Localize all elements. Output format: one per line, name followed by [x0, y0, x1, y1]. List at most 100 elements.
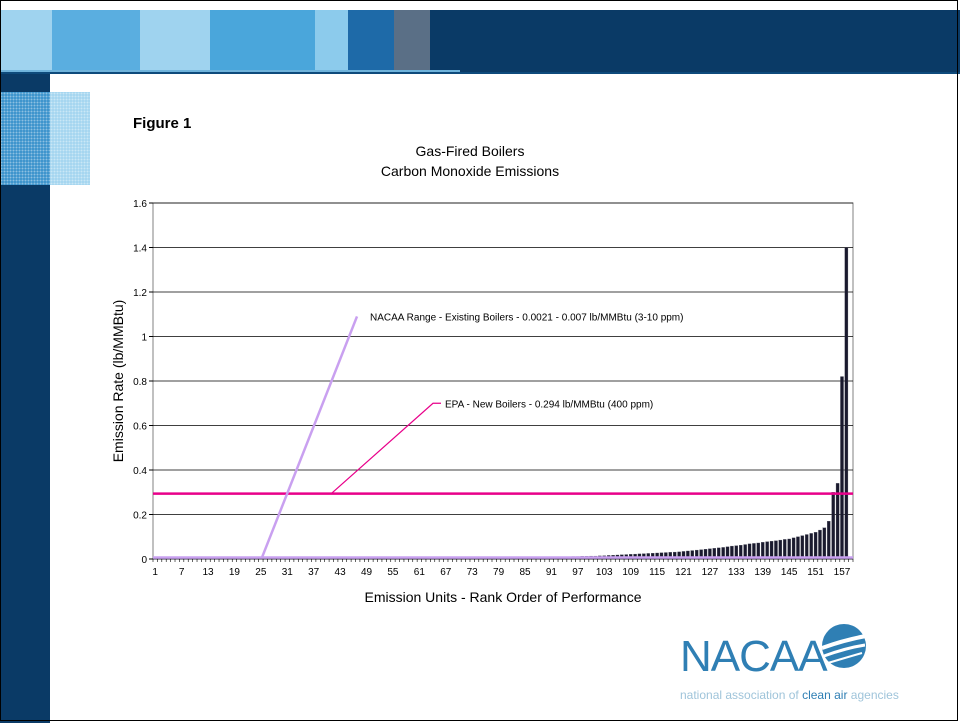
- x-tick-label: 79: [493, 567, 505, 578]
- bar: [272, 558, 276, 560]
- bar: [219, 558, 223, 560]
- bar: [695, 549, 699, 560]
- bar: [717, 547, 721, 560]
- bar: [673, 551, 677, 560]
- bar: [743, 544, 747, 560]
- banner-block: [315, 10, 348, 72]
- bar: [778, 539, 783, 560]
- y-axis-label: Emission Rate (lb/MMBtu): [110, 300, 126, 463]
- x-tick-label: 1: [152, 567, 158, 578]
- x-tick-label: 151: [807, 567, 824, 578]
- x-tick-label: 115: [649, 567, 665, 578]
- y-tick-label: 0.6: [133, 422, 147, 433]
- bar: [245, 558, 250, 560]
- banner-block: [210, 10, 315, 72]
- x-tick-label: 145: [781, 567, 798, 578]
- bar: [752, 543, 756, 560]
- y-tick-label: 1.6: [133, 199, 147, 210]
- banner-block: [394, 10, 430, 72]
- x-tick-label: 67: [440, 567, 452, 578]
- bar: [228, 558, 232, 560]
- banner-block: [348, 10, 394, 72]
- bar: [712, 548, 717, 560]
- epa-leader-line: [330, 402, 441, 495]
- bar: [276, 558, 281, 560]
- bar: [840, 376, 844, 560]
- x-tick-label: 157: [834, 567, 851, 578]
- bar: [254, 558, 259, 560]
- logo-globe-icon: [821, 624, 867, 668]
- bar: [241, 558, 245, 560]
- bar: [659, 552, 664, 560]
- bar: [787, 538, 791, 560]
- bar: [827, 521, 831, 560]
- banner-block: [52, 10, 140, 72]
- bar: [668, 552, 672, 560]
- bar: [708, 548, 712, 560]
- bar: [730, 545, 734, 560]
- bar: [800, 535, 805, 560]
- nacaa-annotation: NACAA Range - Existing Boilers - 0.0021 …: [370, 312, 683, 323]
- logo-tagline: national association of clean air agenci…: [680, 688, 899, 702]
- bar: [747, 543, 752, 560]
- nacaa-leader-line: [260, 316, 359, 558]
- bar: [171, 558, 175, 560]
- x-tick-label: 7: [179, 567, 185, 578]
- logo-tagline-post: agencies: [850, 688, 899, 702]
- bar: [206, 558, 210, 560]
- bar: [215, 558, 219, 560]
- bar: [281, 558, 285, 560]
- bar: [734, 545, 739, 560]
- bar: [721, 547, 725, 560]
- bar: [791, 537, 796, 560]
- x-tick-label: 55: [387, 567, 399, 578]
- bar: [263, 558, 267, 560]
- bar: [725, 546, 730, 560]
- bar: [774, 540, 778, 560]
- x-axis-label: Emission Units - Rank Order of Performan…: [365, 589, 642, 605]
- banner-accent-line: [0, 70, 460, 72]
- bar: [796, 536, 800, 560]
- bar: [655, 552, 659, 560]
- bar: [166, 558, 171, 560]
- bar: [197, 558, 201, 560]
- bar: [769, 541, 774, 560]
- bar: [250, 558, 254, 560]
- bar: [179, 558, 184, 560]
- x-tick-label: 73: [467, 567, 479, 578]
- bar: [756, 542, 761, 560]
- bar: [267, 558, 272, 560]
- bar: [237, 558, 241, 560]
- bar: [681, 551, 686, 560]
- banner-rule: [0, 72, 960, 74]
- bar: [739, 545, 743, 560]
- x-tick-label: 37: [308, 567, 320, 578]
- x-tick-label: 19: [229, 567, 241, 578]
- banner-block: [430, 10, 960, 72]
- bar: [677, 551, 681, 560]
- x-tick-label: 25: [255, 567, 267, 578]
- epa-annotation: EPA - New Boilers - 0.294 lb/MMBtu (400 …: [445, 399, 653, 410]
- bar: [809, 533, 813, 560]
- logo-tagline-emph: clean air: [802, 688, 848, 702]
- nacaa-logo: NACAA national association of clean air …: [676, 614, 946, 714]
- bar: [188, 558, 193, 560]
- bar: [193, 558, 197, 560]
- y-tick-label: 1.4: [133, 244, 147, 255]
- bar: [783, 539, 787, 560]
- x-tick-label: 109: [622, 567, 639, 578]
- bar: [175, 558, 179, 560]
- bar: [699, 549, 703, 560]
- bar: [822, 527, 827, 560]
- x-tick-label: 103: [596, 567, 613, 578]
- x-tick-label: 133: [728, 567, 745, 578]
- bar: [201, 558, 206, 560]
- header-banner: [0, 0, 960, 74]
- bar: [686, 550, 690, 560]
- bar: [664, 552, 668, 560]
- x-tick-label: 49: [361, 567, 373, 578]
- banner-block: [0, 10, 52, 72]
- banner-block: [140, 10, 210, 72]
- x-tick-label: 97: [572, 567, 584, 578]
